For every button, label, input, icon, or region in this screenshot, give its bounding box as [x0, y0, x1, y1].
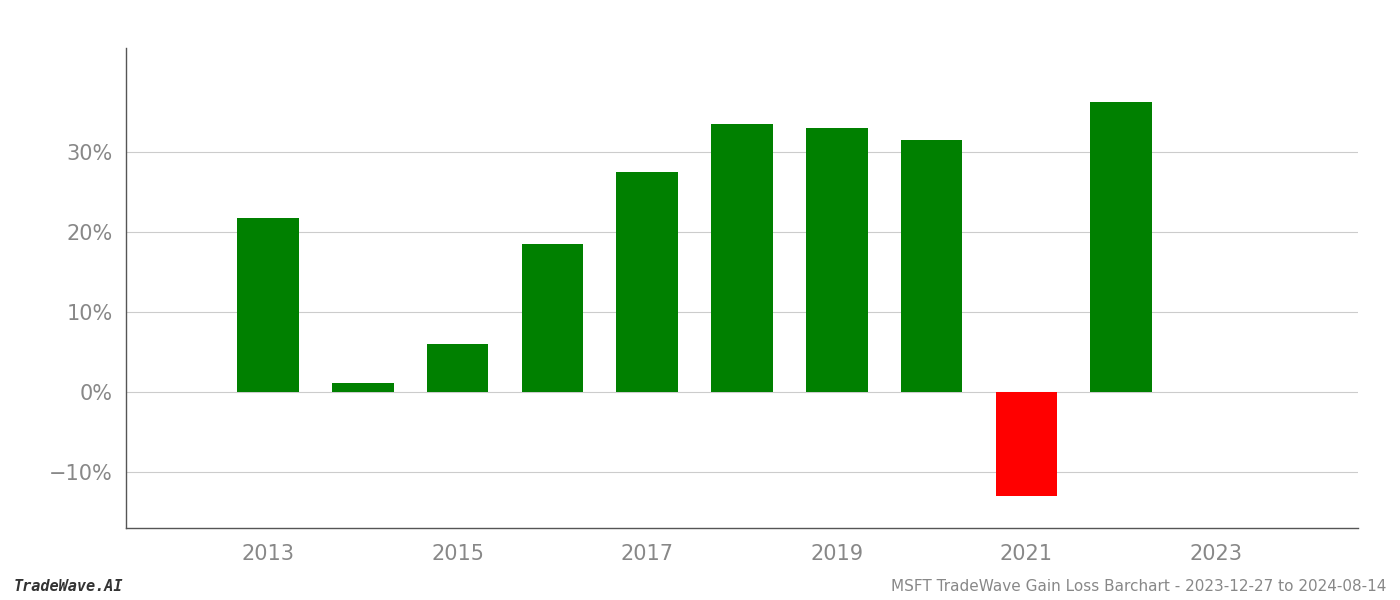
Bar [995, 392, 1057, 496]
Bar [427, 344, 489, 392]
Bar [1091, 103, 1152, 392]
Bar [332, 383, 393, 392]
Bar [806, 128, 868, 392]
Text: MSFT TradeWave Gain Loss Barchart - 2023-12-27 to 2024-08-14: MSFT TradeWave Gain Loss Barchart - 2023… [890, 579, 1386, 594]
Bar [711, 124, 773, 392]
Bar [522, 244, 584, 392]
Bar [238, 218, 300, 392]
Text: TradeWave.AI: TradeWave.AI [14, 579, 123, 594]
Bar [616, 172, 678, 392]
Bar [900, 140, 962, 392]
